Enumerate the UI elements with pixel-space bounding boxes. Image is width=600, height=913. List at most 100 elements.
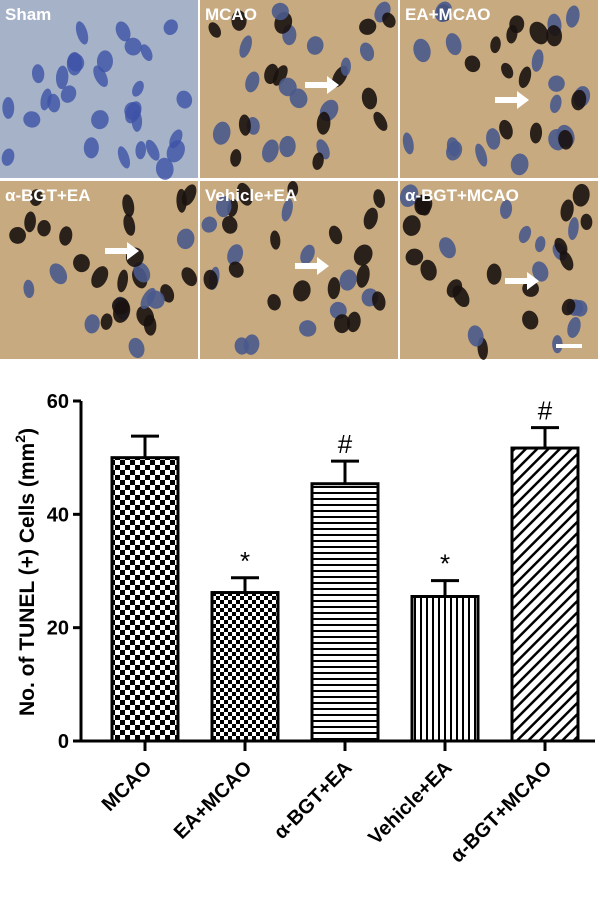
x-tick-label: α-BGT+EA xyxy=(270,757,357,844)
cell xyxy=(559,250,574,271)
cell xyxy=(506,24,518,44)
significance-mark: * xyxy=(440,549,450,579)
cell xyxy=(420,259,437,281)
cell xyxy=(222,216,238,234)
cell xyxy=(486,128,501,150)
cell xyxy=(382,12,396,28)
cell xyxy=(2,96,15,119)
cell xyxy=(363,207,378,230)
cell xyxy=(60,85,77,103)
cell xyxy=(399,184,419,208)
cell xyxy=(1,148,15,166)
cell xyxy=(359,18,377,35)
arrow xyxy=(495,91,529,109)
cell xyxy=(510,153,529,176)
x-tick-label: Vehicle+EA xyxy=(364,757,456,849)
cell xyxy=(522,310,539,330)
cell xyxy=(267,293,281,311)
cell xyxy=(566,5,580,28)
y-tick-label: 0 xyxy=(58,731,69,753)
cell xyxy=(373,189,385,208)
cell xyxy=(464,55,481,73)
cell xyxy=(230,149,242,167)
cell xyxy=(467,325,484,347)
cell xyxy=(405,248,424,266)
cell xyxy=(518,225,532,244)
cell xyxy=(181,267,198,287)
cell xyxy=(145,139,160,161)
y-tick-label: 40 xyxy=(47,504,69,526)
cell xyxy=(133,262,151,283)
cell xyxy=(238,114,251,136)
cell xyxy=(300,244,315,265)
cell xyxy=(529,21,549,45)
cell xyxy=(306,36,324,55)
cell xyxy=(316,111,331,135)
cell xyxy=(117,146,131,169)
y-tick-label: 60 xyxy=(47,391,69,413)
cell xyxy=(96,50,113,73)
cell xyxy=(125,101,142,124)
cell xyxy=(373,111,388,131)
cell xyxy=(340,57,351,76)
arrow xyxy=(295,257,329,275)
cell xyxy=(128,337,145,358)
cell xyxy=(413,38,431,63)
bar xyxy=(310,482,380,743)
cell xyxy=(558,129,573,150)
cell xyxy=(201,216,218,233)
cell xyxy=(414,194,433,216)
cell xyxy=(571,89,587,111)
cell xyxy=(23,279,35,299)
bar xyxy=(410,595,480,743)
cell xyxy=(115,21,131,42)
arrow xyxy=(505,272,539,290)
cell xyxy=(327,277,341,300)
panel-label: Vehicle+EA xyxy=(205,186,297,205)
y-axis-label: No. of TUNEL (+) Cells (mm2) xyxy=(12,428,39,716)
cell xyxy=(361,87,378,110)
cell xyxy=(446,279,463,298)
cell xyxy=(163,19,178,36)
cell xyxy=(234,337,250,355)
cell xyxy=(245,71,260,93)
cell xyxy=(91,110,109,130)
cell xyxy=(353,244,373,266)
scale-bar xyxy=(556,344,582,348)
cell xyxy=(9,226,26,244)
cell xyxy=(531,49,544,72)
cell xyxy=(446,141,463,161)
cell xyxy=(228,261,244,278)
significance-mark: # xyxy=(538,396,553,426)
bar xyxy=(210,591,280,743)
cell xyxy=(499,119,513,140)
cell xyxy=(328,225,343,245)
cell xyxy=(236,182,253,206)
cell xyxy=(49,263,68,285)
cell xyxy=(212,121,231,145)
cell xyxy=(75,21,89,45)
cell xyxy=(312,152,324,170)
cell xyxy=(372,291,386,311)
cell xyxy=(535,236,546,253)
bar-chart: No. of TUNEL (+) Cells (mm2) 0 20 40 60 MCAO… xyxy=(12,391,595,867)
cell xyxy=(111,297,130,315)
significance-mark: # xyxy=(338,429,353,459)
cell xyxy=(580,213,593,231)
cell xyxy=(135,141,146,160)
cell xyxy=(123,214,136,236)
panel-label: Sham xyxy=(5,5,51,24)
cell xyxy=(435,1,453,23)
cell xyxy=(518,66,532,89)
x-tick-label: EA+MCAO xyxy=(170,757,257,844)
cell xyxy=(140,44,153,62)
cell xyxy=(40,88,52,111)
cell xyxy=(155,157,174,180)
cell xyxy=(93,65,108,87)
cell xyxy=(560,199,574,222)
cell xyxy=(37,220,51,237)
y-tick-label: 20 xyxy=(47,618,69,640)
panel-label: EA+MCAO xyxy=(405,5,490,24)
x-tick-label: α-BGT+MCAO xyxy=(446,757,556,867)
